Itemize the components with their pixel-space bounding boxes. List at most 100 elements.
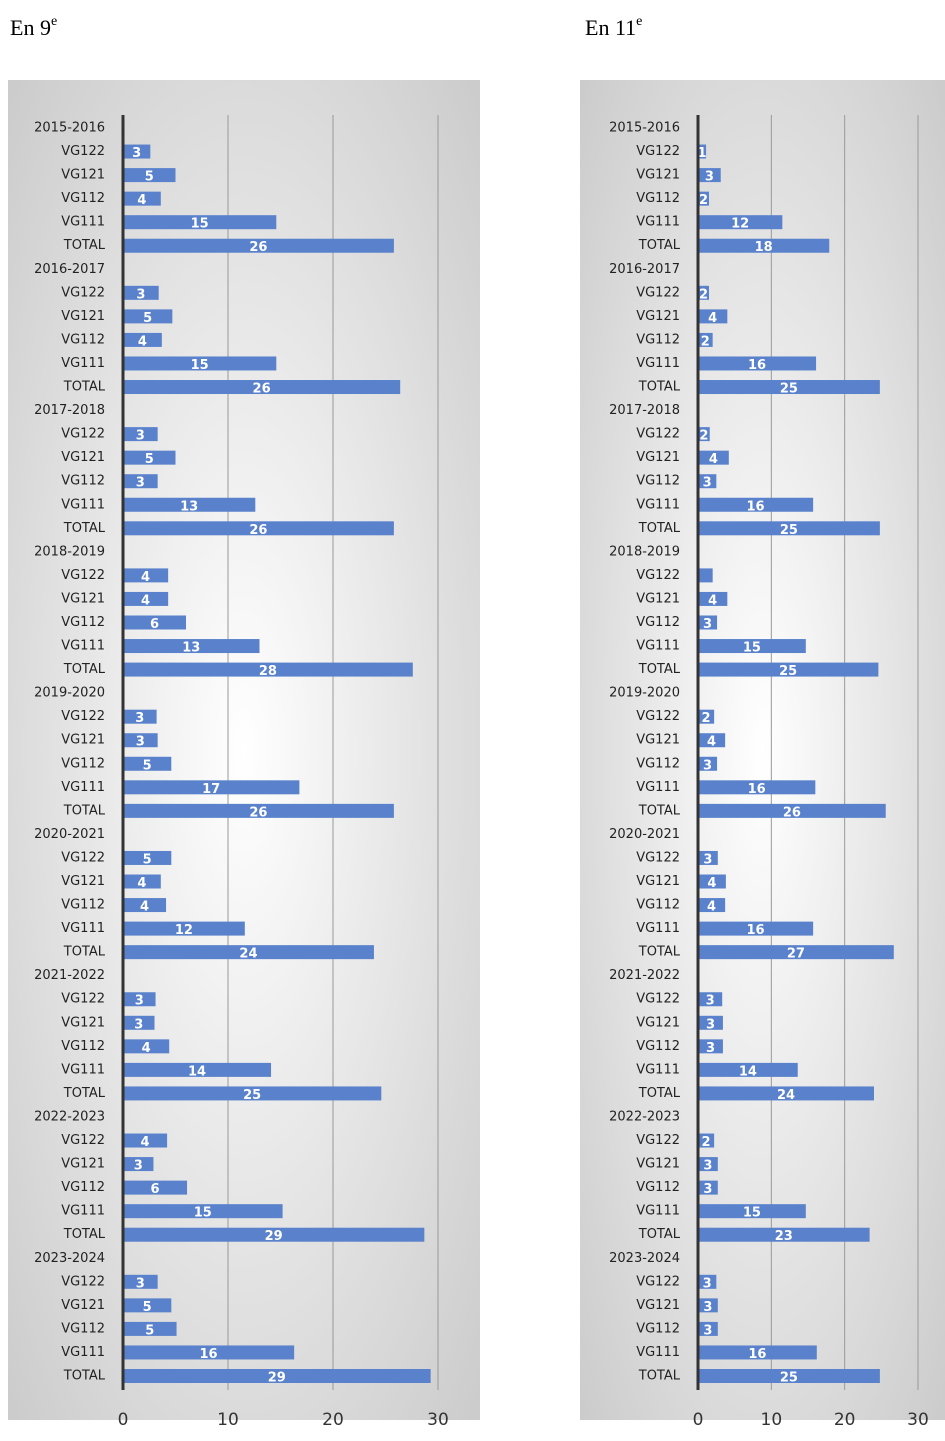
category-label: VG112 [636,756,680,771]
bar [698,1321,718,1336]
category-label: VG111 [61,1345,105,1360]
bar [123,898,167,913]
title-text: En 9 [10,15,51,40]
category-label: VG111 [636,215,680,230]
category-label: VG112 [636,474,680,489]
bar [698,356,817,371]
value-label: 6 [150,617,159,632]
category-label: VG112 [61,1321,105,1336]
value-label: 3 [136,429,145,444]
category-label: TOTAL [638,380,681,395]
value-label: 3 [703,1276,712,1291]
bar [698,1062,798,1077]
value-label: 3 [135,994,144,1009]
bar [123,1345,295,1360]
bar [698,615,718,630]
bar [698,756,718,771]
title-sup: e [51,14,57,29]
x-tick-label: 0 [118,1410,129,1430]
bar [123,733,158,748]
value-label: 3 [703,852,712,867]
value-label: 13 [180,499,198,514]
value-label: 2 [699,193,708,208]
bar [698,780,816,795]
category-label: VG111 [61,215,105,230]
bar [698,1298,718,1313]
chart-title: En 9e [10,14,57,40]
x-tick-label: 30 [907,1410,929,1430]
bar [123,1204,283,1219]
value-label: 26 [249,523,267,538]
bar [698,1345,817,1360]
bar [698,1133,715,1148]
category-label: VG112 [61,1180,105,1195]
category-label: VG121 [636,1157,680,1172]
value-label: 12 [175,923,193,938]
value-label: 15 [191,358,209,373]
bar [123,1157,154,1172]
category-label: VG122 [636,850,680,865]
category-label: VG111 [636,497,680,512]
value-label: 16 [748,358,766,373]
category-label: 2015-2016 [609,121,680,136]
value-label: 3 [132,146,141,161]
value-label: 25 [780,523,798,538]
category-label: TOTAL [638,521,681,536]
bar [123,803,394,818]
value-label: 4 [707,900,716,915]
category-label: VG111 [61,1204,105,1219]
bar [698,238,830,253]
value-label: 4 [708,311,717,326]
category-label: TOTAL [63,662,106,677]
category-label: 2015-2016 [34,121,105,136]
title-sup: e [636,14,642,29]
value-label: 24 [777,1088,795,1103]
bar [123,1180,188,1195]
x-tick-label: 30 [427,1410,449,1430]
bar [123,332,162,347]
category-label: VG112 [61,1039,105,1054]
bar [698,1015,723,1030]
value-label: 5 [143,852,152,867]
category-label: 2017-2018 [34,403,105,418]
category-label: VG112 [61,474,105,489]
bar [698,191,709,206]
category-label: 2023-2024 [34,1251,105,1266]
value-label: 5 [143,758,152,773]
value-label: 2 [702,1135,711,1150]
bar [123,380,401,395]
category-label: VG122 [636,1274,680,1289]
category-label: VG121 [61,1298,105,1313]
category-label: VG121 [636,733,680,748]
category-label: VG111 [61,1062,105,1077]
category-label: TOTAL [638,1227,681,1242]
value-label: 3 [135,711,144,726]
bar [123,615,186,630]
bar [123,497,256,512]
value-label: 25 [779,664,797,679]
bar [123,1062,272,1077]
value-label: 2 [701,334,710,349]
value-label: 4 [707,876,716,891]
category-label: TOTAL [638,803,681,818]
bar [123,591,169,606]
x-tick-label: 20 [834,1410,856,1430]
bar [698,380,880,395]
value-label: 3 [134,1159,143,1174]
bar [123,709,157,724]
category-label: VG121 [61,591,105,606]
category-label: 2016-2017 [609,262,680,277]
value-label: 4 [137,876,146,891]
category-label: TOTAL [638,662,681,677]
title-text: En 11 [585,15,636,40]
value-label: 2 [699,429,708,444]
bar [123,1321,177,1336]
x-tick-label: 10 [217,1410,239,1430]
category-label: VG121 [61,874,105,889]
category-label: 2022-2023 [609,1109,680,1124]
bar [698,803,886,818]
bar [698,639,806,654]
category-label: VG112 [61,332,105,347]
category-label: TOTAL [63,521,106,536]
bar [698,945,894,960]
